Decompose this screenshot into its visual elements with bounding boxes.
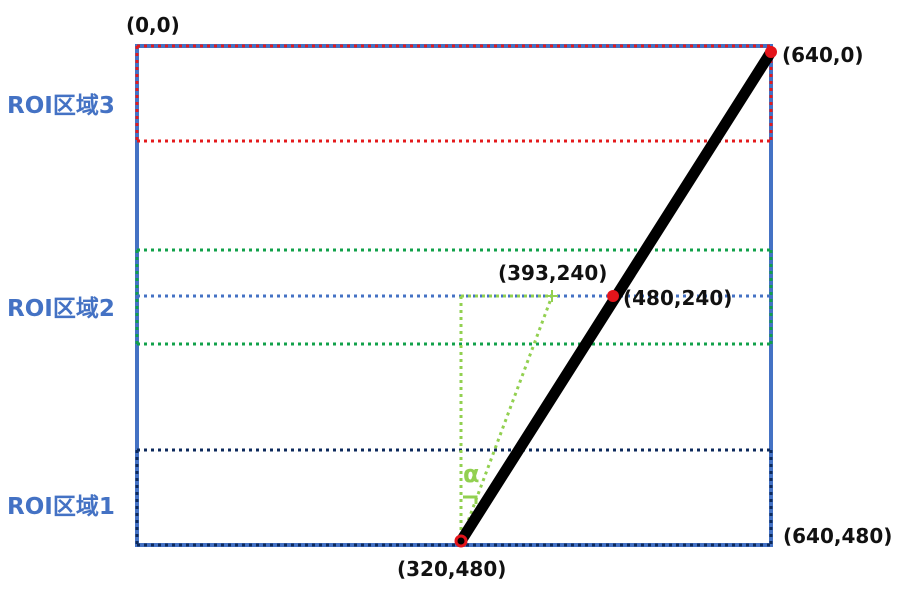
- roi2-label: ROI区域2: [7, 295, 115, 322]
- origin-label: (0,0): [126, 13, 180, 37]
- top-right-label: (640,0): [782, 43, 864, 67]
- marker-mid: [607, 290, 619, 302]
- mid-line-label: (480,240): [623, 286, 732, 310]
- bottom-center-label: (320,480): [397, 557, 506, 581]
- bottom-right-label: (640,480): [783, 524, 892, 548]
- guide-point-marker: [546, 290, 558, 302]
- roi3-box: [135, 44, 773, 143]
- mid-guide-label: (393,240): [498, 261, 607, 285]
- marker-bottom-center: [454, 534, 468, 548]
- angle-label: α: [463, 460, 480, 488]
- roi3-label: ROI区域3: [7, 92, 115, 119]
- roi2-box: [135, 248, 773, 346]
- marker-top-right: [765, 46, 777, 58]
- roi1-box: [135, 448, 773, 547]
- angle-marker: [463, 495, 478, 504]
- roi1-label: ROI区域1: [7, 493, 115, 520]
